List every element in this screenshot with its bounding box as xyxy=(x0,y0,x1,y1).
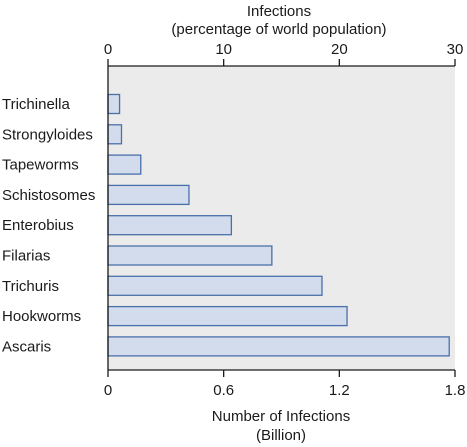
bottom-tick-label: 0.6 xyxy=(213,382,234,399)
bar-hookworms xyxy=(107,305,348,327)
bar-trichuris xyxy=(107,275,323,296)
category-label-schistosomes: Schistosomes xyxy=(2,187,95,204)
category-label-trichinella: Trichinella xyxy=(2,96,70,113)
bottom-axis-title-line2: (Billion) xyxy=(256,427,306,444)
bar-schistosomes xyxy=(107,184,190,206)
top-tick-label: 0 xyxy=(104,41,112,58)
bottom-axis-ticks: 0 0.6 1.2 1.8 xyxy=(104,370,466,399)
top-tick-label: 20 xyxy=(331,41,348,58)
category-label-ascaris: Ascaris xyxy=(2,338,51,355)
category-label-trichuris: Trichuris xyxy=(2,278,59,295)
top-axis-title-line1: Infections xyxy=(247,3,311,20)
bottom-tick-label: 1.2 xyxy=(329,382,350,399)
bar-tapeworms xyxy=(107,154,142,175)
bottom-axis-title-line1: Number of Infections xyxy=(212,408,350,425)
category-label-filarias: Filarias xyxy=(2,248,50,265)
bar-strongyloides xyxy=(107,124,123,145)
category-label-strongyloides: Strongyloides xyxy=(2,126,93,143)
top-axis-ticks: 0 10 20 30 xyxy=(104,41,464,66)
category-label-enterobius: Enterobius xyxy=(2,217,74,234)
top-axis-title-line2: (percentage of world population) xyxy=(171,21,386,38)
bar-trichinella xyxy=(107,93,121,115)
bar-filarias xyxy=(107,245,273,266)
top-tick-label: 10 xyxy=(215,41,232,58)
category-labels: Trichinella Strongyloides Tapeworms Schisto… xyxy=(2,96,95,355)
category-label-tapeworms: Tapeworms xyxy=(2,157,79,174)
bar-enterobius xyxy=(107,215,233,236)
bottom-tick-label: 1.8 xyxy=(445,382,466,399)
top-tick-label: 30 xyxy=(447,41,464,58)
bars-group xyxy=(107,93,450,357)
category-label-hookworms: Hookworms xyxy=(2,308,81,325)
bar-ascaris xyxy=(107,336,450,357)
bottom-tick-label: 0 xyxy=(104,382,112,399)
